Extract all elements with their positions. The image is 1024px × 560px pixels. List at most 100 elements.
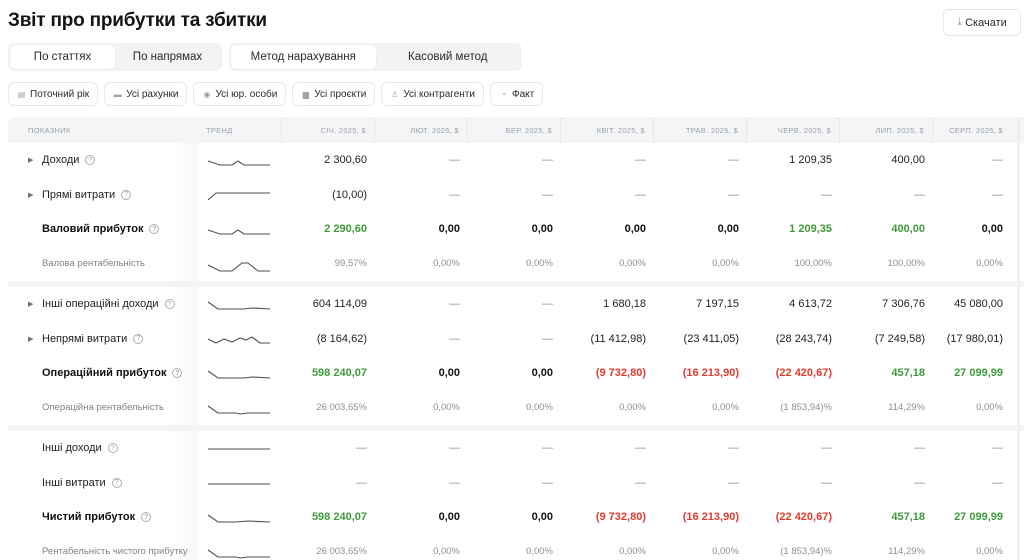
value-cell[interactable]: (17 980,01) (946, 332, 1003, 345)
value-cell[interactable]: 457,18 (891, 511, 925, 524)
value-cell[interactable]: — (914, 442, 925, 455)
value-cell[interactable]: 99,57% (334, 258, 367, 270)
help-icon[interactable]: ? (172, 368, 183, 379)
value-cell[interactable]: 0,00% (526, 546, 553, 558)
column-header-month[interactable]: КВІТ. 2025, $ (561, 117, 654, 143)
filter-counterparties[interactable]: ♙ Усі контрагенти (381, 82, 484, 106)
value-cell[interactable]: — (635, 442, 646, 455)
value-cell[interactable]: 0,00 (438, 223, 460, 236)
value-cell[interactable]: (9 732,80) (595, 511, 646, 524)
value-cell[interactable]: 0,00% (619, 258, 646, 270)
value-cell[interactable]: — (728, 188, 739, 201)
value-cell[interactable]: 27 099,99 (954, 511, 1003, 524)
column-header-month[interactable]: СІЧ. 2025, $ (282, 117, 375, 143)
tab-accrual-method[interactable]: Метод нарахування (231, 45, 376, 69)
value-cell[interactable]: — (821, 442, 832, 455)
value-cell[interactable]: 1 209,35 (789, 223, 832, 236)
table-row[interactable]: ▶ Непрямі витрати? (8 164,62) — — (11 412,98)… (8, 321, 1024, 356)
column-header-month[interactable]: ЛИП. 2025, $ (840, 117, 933, 143)
value-cell[interactable]: — (542, 154, 553, 167)
filter-projects[interactable]: ▆ Усі проєкти (292, 82, 376, 106)
value-cell[interactable]: 400,00 (891, 154, 925, 167)
value-cell[interactable]: 114,29% (888, 402, 925, 414)
value-cell[interactable]: — (821, 188, 832, 201)
value-cell[interactable]: — (821, 476, 832, 489)
value-cell[interactable]: 0,00% (712, 546, 739, 558)
value-cell[interactable]: — (914, 476, 925, 489)
value-cell[interactable]: — (635, 188, 646, 201)
value-cell[interactable]: 457,18 (891, 367, 925, 380)
value-cell[interactable]: 45 080,00 (954, 298, 1003, 311)
value-cell[interactable]: — (449, 442, 460, 455)
help-icon[interactable]: ? (149, 224, 160, 235)
value-cell[interactable]: (23 411,05) (683, 332, 739, 345)
value-cell[interactable]: 0,00% (526, 402, 553, 414)
tab-by-articles[interactable]: По статтях (10, 45, 115, 69)
value-cell[interactable]: (28 243,74) (775, 332, 832, 345)
value-cell[interactable]: — (992, 476, 1003, 489)
value-cell[interactable]: 0,00% (976, 258, 1003, 270)
value-cell[interactable]: 26 003,65% (316, 402, 367, 414)
value-cell[interactable]: — (728, 442, 739, 455)
table-row[interactable]: ▶ Доходи? 2 300,60 — — — — 1 209,35 400,00 — (8, 143, 1024, 178)
value-cell[interactable]: 0,00 (531, 223, 553, 236)
value-cell[interactable]: (16 213,90) (682, 367, 739, 380)
value-cell[interactable]: — (449, 298, 460, 311)
filter-period[interactable]: ▤ Поточний рік (8, 82, 99, 106)
tab-cash-method[interactable]: Касовий метод (408, 51, 488, 63)
value-cell[interactable]: — (728, 154, 739, 167)
value-cell[interactable]: — (542, 298, 553, 311)
value-cell[interactable]: — (356, 442, 367, 455)
value-cell[interactable]: — (914, 188, 925, 201)
value-cell[interactable]: — (542, 332, 553, 345)
value-cell[interactable]: (22 420,67) (775, 511, 832, 524)
table-row[interactable]: ▶ Прямі витрати? (10,00) — — — — — — — (8, 177, 1024, 212)
value-cell[interactable]: 26 003,65% (316, 546, 367, 558)
value-cell[interactable]: 1 680,18 (603, 298, 646, 311)
column-header-month[interactable]: ТРАВ. 2025, $ (654, 117, 747, 143)
value-cell[interactable]: 100,00% (794, 258, 832, 270)
value-cell[interactable]: 0,00 (981, 223, 1003, 236)
vertical-scrollbar[interactable] (1017, 117, 1020, 560)
value-cell[interactable]: 598 240,07 (311, 367, 367, 380)
help-icon[interactable]: ? (164, 299, 175, 310)
value-cell[interactable]: (8 164,62) (316, 332, 367, 345)
expand-caret-icon[interactable]: ▶ (28, 157, 34, 165)
value-cell[interactable]: 0,00% (712, 402, 739, 414)
value-cell[interactable]: 1 209,35 (789, 154, 832, 167)
help-icon[interactable]: ? (133, 333, 144, 344)
value-cell[interactable]: 0,00% (526, 258, 553, 270)
column-header-month[interactable]: БЕР. 2025, $ (468, 117, 561, 143)
value-cell[interactable]: 0,00 (531, 367, 553, 380)
filter-fact[interactable]: ◔ Факт (489, 82, 544, 106)
value-cell[interactable]: (9 732,80) (595, 367, 646, 380)
column-header-month[interactable]: СЕРП. 2025, $ (949, 125, 1003, 135)
value-cell[interactable]: (16 213,90) (682, 511, 739, 524)
value-cell[interactable]: (10,00) (332, 188, 367, 201)
value-cell[interactable]: — (635, 154, 646, 167)
value-cell[interactable]: 0,00% (433, 258, 460, 270)
help-icon[interactable]: ? (107, 443, 118, 454)
value-cell[interactable]: 400,00 (891, 223, 925, 236)
value-cell[interactable]: — (542, 476, 553, 489)
value-cell[interactable]: — (449, 154, 460, 167)
help-icon[interactable]: ? (85, 155, 96, 166)
expand-caret-icon[interactable]: ▶ (28, 335, 34, 343)
filter-accounts[interactable]: ▬ Усі рахунки (104, 82, 188, 106)
help-icon[interactable]: ? (111, 477, 122, 488)
value-cell[interactable]: 0,00 (438, 367, 460, 380)
value-cell[interactable]: 0,00% (433, 402, 460, 414)
value-cell[interactable]: 0,00% (976, 546, 1003, 558)
filter-legal-entities[interactable]: ◉ Усі юр. особи (193, 82, 287, 106)
value-cell[interactable]: 0,00 (717, 223, 739, 236)
value-cell[interactable]: 7 197,15 (696, 298, 739, 311)
value-cell[interactable]: 0,00% (433, 546, 460, 558)
value-cell[interactable]: — (449, 476, 460, 489)
column-header-month[interactable]: ЧЕРВ. 2025, $ (747, 117, 840, 143)
value-cell[interactable]: (11 412,98) (590, 332, 646, 345)
value-cell[interactable]: 604 114,09 (312, 298, 367, 311)
tab-by-directions[interactable]: По напрямах (132, 51, 203, 63)
value-cell[interactable]: 0,00% (976, 402, 1003, 414)
value-cell[interactable]: 100,00% (887, 258, 925, 270)
value-cell[interactable]: 0,00 (624, 223, 646, 236)
